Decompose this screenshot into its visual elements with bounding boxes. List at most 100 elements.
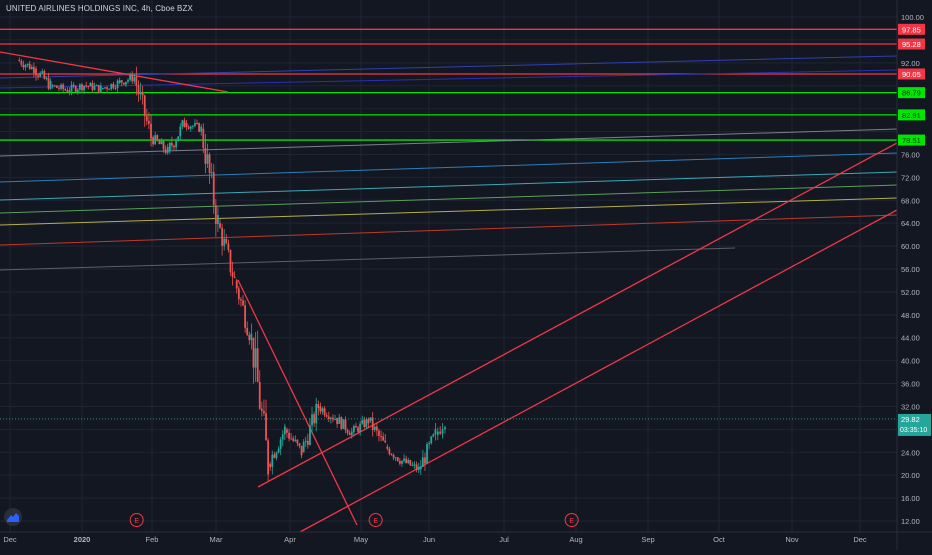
- candle[interactable]: [342, 419, 345, 429]
- candle[interactable]: [340, 417, 343, 429]
- candle[interactable]: [20, 61, 23, 65]
- candle[interactable]: [441, 429, 444, 434]
- candle[interactable]: [265, 413, 267, 441]
- price-level-badge[interactable]: [898, 68, 925, 80]
- candle[interactable]: [204, 148, 207, 164]
- candle[interactable]: [271, 454, 274, 467]
- candle[interactable]: [51, 85, 54, 87]
- candle[interactable]: [133, 77, 136, 82]
- candle[interactable]: [344, 419, 347, 431]
- candle[interactable]: [444, 427, 446, 430]
- candle[interactable]: [33, 66, 35, 74]
- candle[interactable]: [382, 436, 385, 441]
- candle[interactable]: [185, 122, 188, 128]
- candle[interactable]: [407, 460, 410, 463]
- candle[interactable]: [396, 457, 399, 461]
- candle[interactable]: [85, 85, 88, 87]
- candle[interactable]: [104, 87, 106, 89]
- candle[interactable]: [424, 457, 426, 464]
- earnings-marker-icon[interactable]: [129, 513, 144, 527]
- candle[interactable]: [309, 425, 311, 445]
- candle[interactable]: [60, 84, 62, 89]
- candle[interactable]: [403, 458, 405, 461]
- candle[interactable]: [30, 66, 33, 70]
- candle[interactable]: [321, 408, 324, 412]
- candle[interactable]: [217, 215, 219, 224]
- candle[interactable]: [150, 123, 152, 139]
- candle[interactable]: [72, 84, 75, 87]
- candle[interactable]: [156, 135, 159, 141]
- candle[interactable]: [76, 89, 79, 93]
- candle[interactable]: [419, 466, 422, 470]
- candle[interactable]: [137, 85, 140, 95]
- candle[interactable]: [53, 85, 56, 87]
- candle[interactable]: [294, 439, 297, 441]
- candle[interactable]: [357, 427, 359, 432]
- candle[interactable]: [254, 348, 257, 368]
- earnings-marker-icon[interactable]: [368, 513, 383, 527]
- candle[interactable]: [154, 135, 157, 145]
- candle[interactable]: [273, 454, 276, 458]
- candle[interactable]: [223, 238, 226, 246]
- candle[interactable]: [246, 327, 249, 335]
- reference-line[interactable]: [0, 214, 898, 246]
- candle[interactable]: [229, 249, 232, 273]
- candle[interactable]: [279, 439, 282, 449]
- candle[interactable]: [45, 78, 48, 80]
- candle[interactable]: [298, 443, 301, 446]
- candle[interactable]: [398, 460, 401, 464]
- candle[interactable]: [135, 77, 138, 86]
- candle[interactable]: [89, 83, 92, 87]
- candle[interactable]: [288, 432, 290, 439]
- candle[interactable]: [281, 434, 284, 440]
- candle[interactable]: [334, 419, 336, 421]
- candle[interactable]: [83, 85, 85, 91]
- candle[interactable]: [434, 429, 437, 435]
- candle[interactable]: [39, 72, 42, 77]
- candle[interactable]: [129, 74, 131, 80]
- candle[interactable]: [225, 238, 228, 244]
- trend-line[interactable]: [237, 279, 358, 526]
- price-level-badge[interactable]: [898, 109, 925, 121]
- candle[interactable]: [350, 431, 353, 436]
- candle[interactable]: [158, 140, 161, 145]
- candle[interactable]: [168, 142, 171, 152]
- candle[interactable]: [143, 95, 146, 117]
- candle[interactable]: [371, 417, 374, 430]
- candle[interactable]: [74, 86, 77, 93]
- candle[interactable]: [162, 140, 165, 150]
- candle[interactable]: [263, 410, 265, 414]
- candle[interactable]: [141, 92, 144, 96]
- candle[interactable]: [177, 136, 180, 142]
- candle[interactable]: [183, 120, 186, 128]
- candle[interactable]: [43, 71, 46, 79]
- earnings-marker-icon[interactable]: [564, 513, 579, 527]
- candle[interactable]: [235, 280, 238, 289]
- candle[interactable]: [269, 463, 272, 467]
- candle[interactable]: [256, 348, 259, 383]
- reference-line[interactable]: [0, 247, 736, 271]
- candle[interactable]: [28, 63, 31, 70]
- candle[interactable]: [118, 80, 121, 83]
- candle[interactable]: [394, 457, 397, 459]
- candle[interactable]: [64, 89, 67, 91]
- candle[interactable]: [384, 440, 387, 443]
- candle[interactable]: [95, 84, 98, 86]
- candle[interactable]: [242, 300, 244, 306]
- candle[interactable]: [56, 85, 58, 88]
- candle[interactable]: [198, 123, 201, 132]
- price-level-badge[interactable]: [898, 23, 925, 35]
- candle[interactable]: [409, 460, 412, 466]
- price-level-badge[interactable]: [898, 134, 925, 146]
- candle[interactable]: [179, 126, 182, 137]
- candle[interactable]: [194, 123, 196, 126]
- candle[interactable]: [405, 458, 408, 463]
- candle[interactable]: [99, 85, 102, 92]
- candle[interactable]: [212, 172, 215, 206]
- candle[interactable]: [35, 68, 37, 76]
- candle[interactable]: [114, 87, 117, 89]
- candle[interactable]: [227, 243, 230, 250]
- candle[interactable]: [231, 272, 234, 277]
- candle[interactable]: [380, 435, 382, 437]
